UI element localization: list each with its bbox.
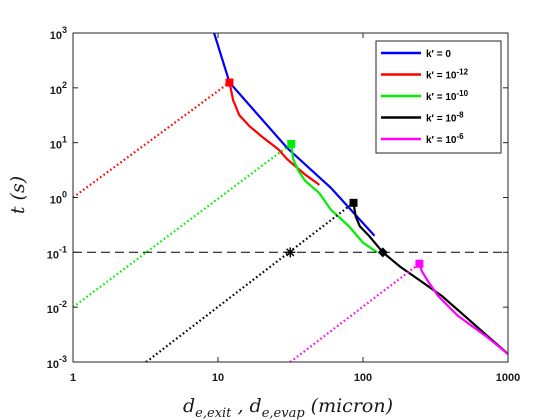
legend: k′ = 0 k′ = 10-12 k′ = 10-10 k′ = 10-8 k′ = … — [375, 40, 502, 154]
marker-diamond-4 — [377, 247, 388, 258]
plot-lines — [73, 33, 508, 362]
y-tick-label-0: 10-3 — [47, 354, 67, 371]
legend-label-0: k′ = 0 — [426, 49, 451, 60]
y-tick-label-4: 101 — [50, 135, 67, 152]
y-tick-label-6: 103 — [50, 25, 67, 42]
x-tick-label-3: 1000 — [496, 372, 520, 384]
legend-label-2: k′ = 10-10 — [426, 89, 469, 103]
x-axis-label-part-5: (micron) — [305, 395, 393, 417]
x-axis-label: de,exit , de,evap (micron) — [183, 395, 393, 420]
marker-square-1 — [287, 139, 296, 148]
x-axis-label-part-1: e,exit — [195, 406, 232, 420]
marker-square-3 — [415, 259, 424, 268]
series-line-3 — [352, 202, 508, 355]
series-line-7 — [145, 201, 355, 362]
series-line-0 — [213, 33, 376, 237]
series-line-8 — [289, 262, 421, 362]
legend-label-1: k′ = 10-12 — [426, 68, 469, 82]
x-axis-label-part-3: d — [250, 395, 262, 417]
x-tick-label-2: 100 — [354, 372, 372, 384]
marker-square-0 — [225, 78, 234, 87]
x-tick-label-1: 10 — [212, 372, 224, 384]
series-line-5 — [73, 81, 231, 199]
y-tick-label-2: 10-1 — [47, 244, 67, 261]
series-line-6 — [73, 143, 292, 309]
marker-square-2 — [349, 198, 358, 207]
legend-label-4: k′ = 10-6 — [426, 132, 464, 146]
series-line-2 — [290, 143, 378, 254]
x-axis-label-part-4: e,evap — [262, 406, 306, 420]
plot-markers — [225, 78, 424, 268]
marker-asterisk-5 — [285, 247, 296, 258]
x-axis-label-part-0: d — [183, 395, 195, 417]
x-axis-label-part-2: , — [231, 395, 249, 417]
x-tick-label-0: 1 — [70, 372, 76, 384]
y-tick-label-3: 100 — [50, 190, 67, 207]
legend-label-3: k′ = 10-8 — [426, 111, 464, 125]
series-line-1 — [228, 82, 321, 186]
axis-ticks: 1 10 100 1000 10-3 10-2 10-1 100 101 102 103 — [47, 25, 521, 384]
series-line-4 — [418, 263, 508, 355]
y-tick-label-5: 102 — [50, 80, 67, 97]
y-axis-label: t (s) — [7, 176, 29, 214]
y-tick-label-1: 10-2 — [47, 299, 67, 316]
